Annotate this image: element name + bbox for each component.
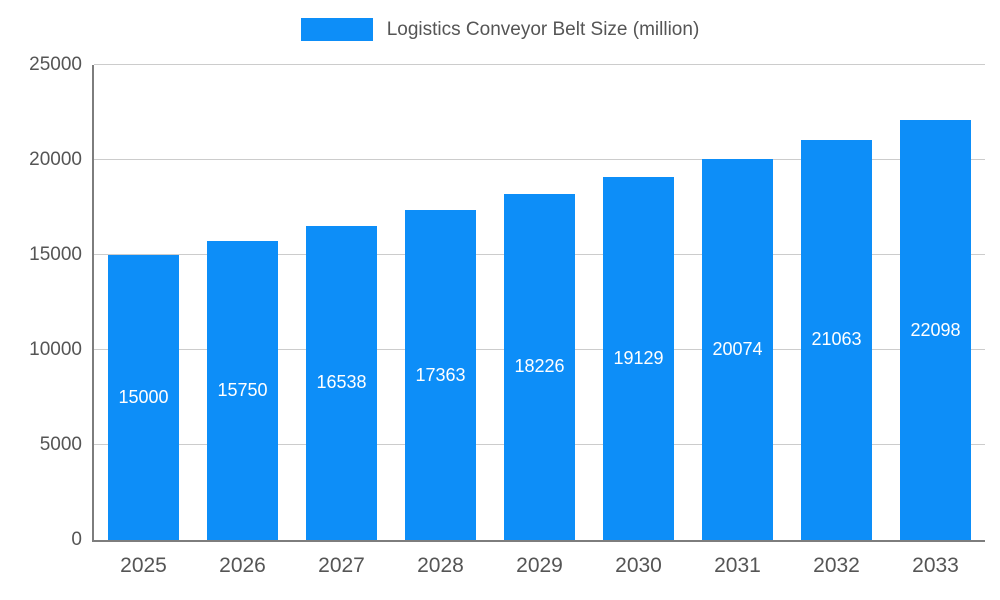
bar-value-label: 22098 xyxy=(910,319,961,340)
bar-value-label: 21063 xyxy=(811,329,862,350)
bar-2033: 22098 xyxy=(899,120,972,540)
legend-label: Logistics Conveyor Belt Size (million) xyxy=(386,18,700,40)
bar-value-label: 16538 xyxy=(316,372,367,393)
bar-2032: 21063 xyxy=(800,139,873,540)
bar-value-label: 18226 xyxy=(514,356,565,377)
bar-2027: 16538 xyxy=(305,225,378,540)
bar-value-label: 15750 xyxy=(217,379,268,400)
bar-value-label: 15000 xyxy=(118,387,169,407)
x-tick-label: 2030 xyxy=(615,554,662,577)
bar-value-label: 17363 xyxy=(415,364,466,385)
x-tick-label: 2026 xyxy=(219,554,266,577)
bar-2030: 19129 xyxy=(602,176,675,540)
gridline xyxy=(94,64,985,65)
x-tick-label: 2028 xyxy=(417,554,464,577)
y-tick-label: 0 xyxy=(71,529,82,550)
bar-2031: 20074 xyxy=(701,158,774,540)
bar-2026: 15750 xyxy=(206,240,279,540)
plot-area: 0 5000 10000 15000 20000 25000 15000 2025 15750 2… xyxy=(29,54,985,577)
x-tick-label: 2025 xyxy=(120,554,167,577)
x-tick-label: 2032 xyxy=(813,554,860,577)
legend-swatch-icon xyxy=(300,18,373,41)
gridline xyxy=(94,159,985,160)
y-tick-label: 20000 xyxy=(29,149,82,170)
y-tick-label: 25000 xyxy=(29,54,82,75)
y-tick-label: 5000 xyxy=(39,434,82,455)
x-tick-label: 2031 xyxy=(714,554,761,577)
x-tick-label: 2027 xyxy=(318,554,365,577)
bar-value-label: 19129 xyxy=(613,347,664,368)
bar-2025: 15000 xyxy=(107,255,180,540)
bar-2029: 18226 xyxy=(503,193,576,540)
x-tick-label: 2033 xyxy=(912,554,959,577)
bar-value-label: 20074 xyxy=(712,338,763,359)
chart-legend: Logistics Conveyor Belt Size (million) xyxy=(0,18,1000,41)
bar-2028: 17363 xyxy=(404,210,477,540)
y-tick-label: 15000 xyxy=(29,244,82,265)
y-tick-label: 10000 xyxy=(29,339,82,360)
x-tick-label: 2029 xyxy=(516,554,563,577)
